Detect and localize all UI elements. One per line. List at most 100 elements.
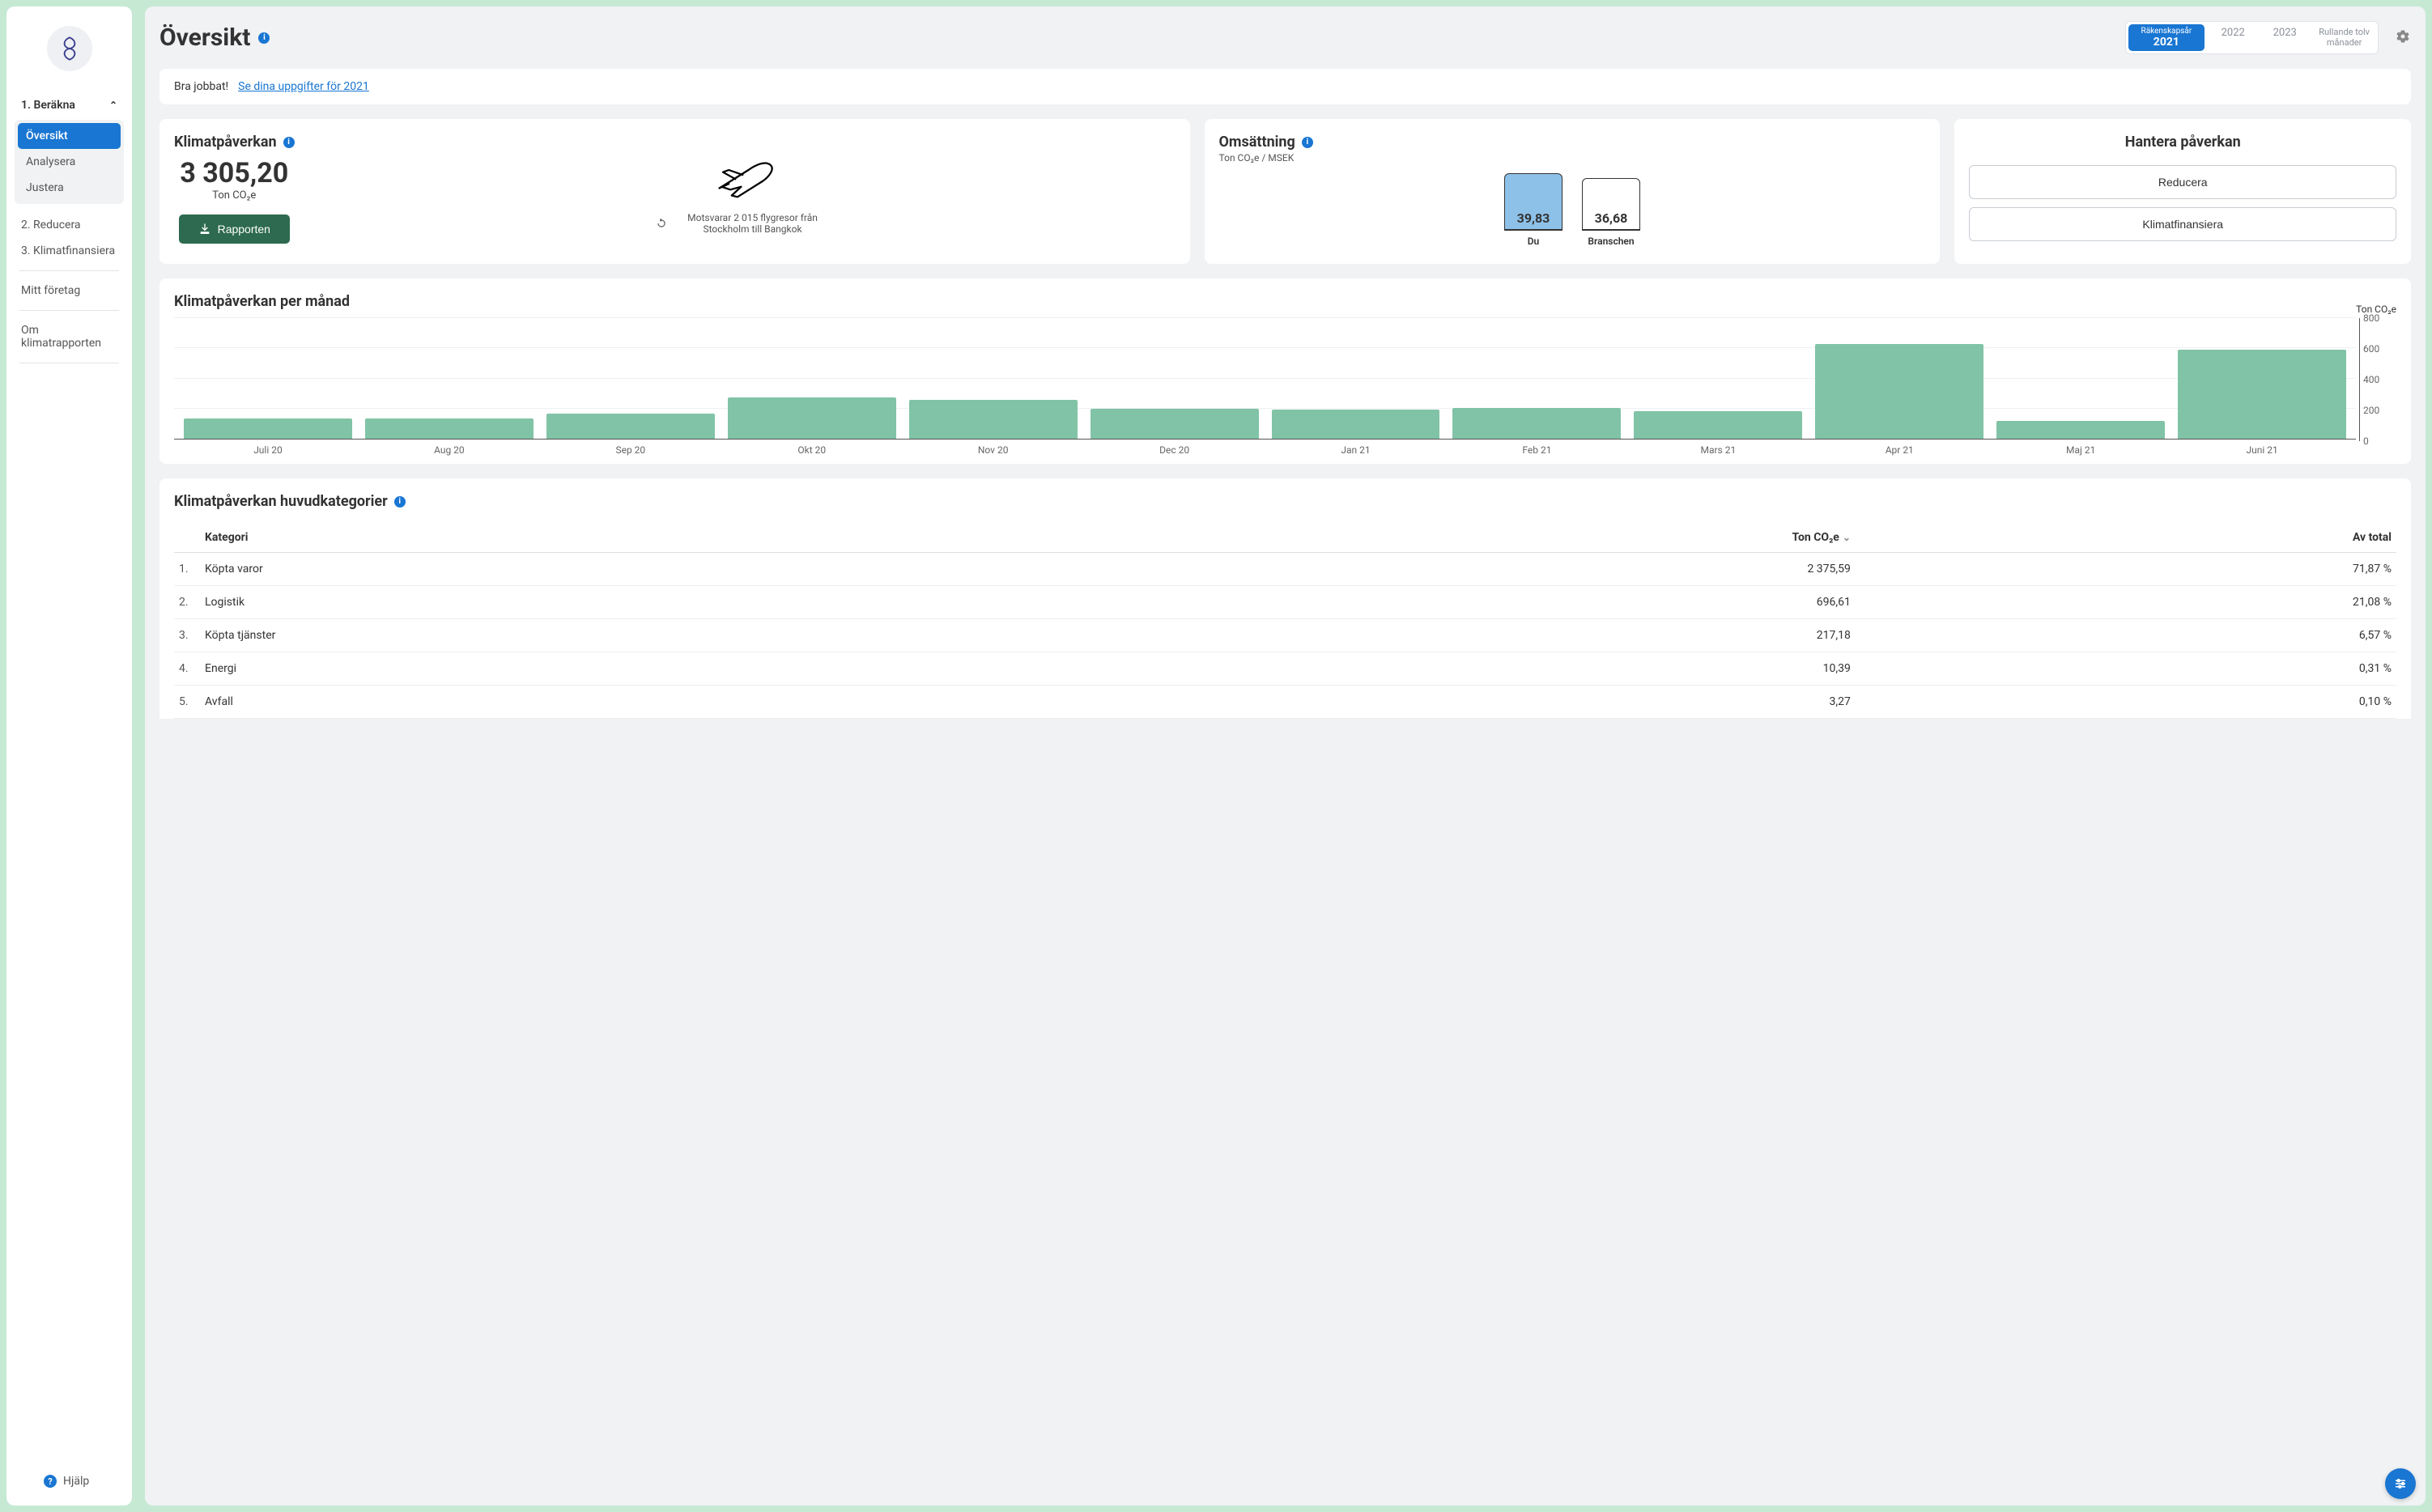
monthly-bar xyxy=(1452,408,1621,439)
oms-industry-value: 36,68 xyxy=(1595,210,1628,226)
table-row[interactable]: 2.Logistik696,6121,08 % xyxy=(174,586,2396,619)
row-name: Logistik xyxy=(200,586,1095,619)
monthly-bar xyxy=(184,418,352,439)
klimat-card: Klimatpåverkan i 3 305,20 Ton CO₂e Rappo… xyxy=(159,119,1190,264)
row-name: Köpta tjänster xyxy=(200,619,1095,652)
refresh-icon xyxy=(656,218,667,229)
oms-title: Omsättning xyxy=(1219,134,1295,151)
info-icon[interactable]: i xyxy=(1302,137,1313,148)
monthly-bar xyxy=(728,397,896,439)
col-total[interactable]: Av total xyxy=(1856,523,2396,553)
monthly-bar-label: Juni 21 xyxy=(2178,444,2346,456)
download-icon xyxy=(198,223,211,236)
chevron-up-icon: ⌃ xyxy=(109,100,117,111)
oms-you-label: Du xyxy=(1504,236,1563,247)
year-tab-2023[interactable]: 2023 xyxy=(2259,22,2311,53)
row-ton: 2 375,59 xyxy=(1095,553,1856,586)
row-ton: 10,39 xyxy=(1095,652,1856,686)
main: Översikt i Räkenskapsår 2021 2022 2023 R… xyxy=(145,6,2426,1506)
row-pct: 0,10 % xyxy=(1856,686,2396,719)
col-ton[interactable]: Ton CO₂e⌄ xyxy=(1095,523,1856,553)
monthly-chart-card: Klimatpåverkan per månad Ton CO₂e 800 60… xyxy=(159,278,2411,464)
year-selector: Räkenskapsår 2021 2022 2023 Rullande tol… xyxy=(2125,21,2379,54)
table-row[interactable]: 4.Energi10,390,31 % xyxy=(174,652,2396,686)
chart-labels: Juli 20Aug 20Sep 20Okt 20Nov 20Dec 20Jan… xyxy=(174,440,2356,456)
table-row[interactable]: 1.Köpta varor2 375,5971,87 % xyxy=(174,553,2396,586)
year-tab-2021[interactable]: Räkenskapsår 2021 xyxy=(2128,24,2205,51)
monthly-bar xyxy=(1091,409,1259,439)
oms-bar-industry: 36,68 xyxy=(1582,178,1640,230)
banner-prefix: Bra jobbat! xyxy=(174,80,228,93)
hantera-title: Hantera påverkan xyxy=(1969,134,2396,151)
nav-section-berakna[interactable]: 1. Beräkna ⌃ xyxy=(15,94,124,117)
monthly-bar-label: Feb 21 xyxy=(1452,444,1621,456)
info-icon[interactable]: i xyxy=(283,137,295,148)
airplane-icon xyxy=(708,149,781,206)
col-kategori[interactable]: Kategori xyxy=(200,523,1095,553)
rolling-line1: Rullande tolv xyxy=(2319,27,2370,37)
help-icon: ? xyxy=(44,1475,57,1488)
nav-klimatfinansiera[interactable]: 3. Klimatfinansiera xyxy=(15,238,124,264)
categories-table: Kategori Ton CO₂e⌄ Av total 1.Köpta varo… xyxy=(174,523,2396,719)
info-icon[interactable]: i xyxy=(258,32,270,44)
monthly-bar xyxy=(1996,421,2165,439)
table-row[interactable]: 5.Avfall3,270,10 % xyxy=(174,686,2396,719)
year-tab-2022[interactable]: 2022 xyxy=(2207,22,2259,53)
monthly-bar-label: Mars 21 xyxy=(1634,444,1802,456)
klimat-unit: Ton CO₂e xyxy=(174,189,295,202)
nav-reducera[interactable]: 2. Reducera xyxy=(15,212,124,238)
download-report-button[interactable]: Rapporten xyxy=(179,214,290,244)
logo xyxy=(47,26,92,71)
reducera-button[interactable]: Reducera xyxy=(1969,165,2396,199)
oms-bar-you: 39,83 xyxy=(1504,173,1563,230)
help-link[interactable]: ? Hjälp xyxy=(15,1470,124,1493)
oms-industry-label: Branschen xyxy=(1582,236,1640,247)
info-icon[interactable]: i xyxy=(394,496,406,508)
banner: Bra jobbat! Se dina uppgifter för 2021 xyxy=(159,69,2411,104)
monthly-bar-label: Maj 21 xyxy=(1996,444,2165,456)
row-ton: 696,61 xyxy=(1095,586,1856,619)
monthly-title: Klimatpåverkan per månad xyxy=(174,293,2396,310)
nav-om-rapport[interactable]: Om klimatrapporten xyxy=(15,317,124,356)
row-idx: 4. xyxy=(174,652,200,686)
nav-analysera[interactable]: Analysera xyxy=(18,149,121,175)
hantera-card: Hantera påverkan Reducera Klimatfinansie… xyxy=(1954,119,2411,264)
equiv-text: Motsvarar 2 015 flygresor från Stockholm… xyxy=(672,212,834,235)
oms-subtitle: Ton CO₂e / MSEK xyxy=(1219,152,1926,164)
nav-justera[interactable]: Justera xyxy=(18,175,121,201)
monthly-bar xyxy=(2178,350,2346,439)
monthly-bar-label: Nov 20 xyxy=(909,444,1078,456)
monthly-bar xyxy=(909,400,1078,439)
row-name: Avfall xyxy=(200,686,1095,719)
rolling-line2: månader xyxy=(2319,37,2370,48)
nav-mitt-foretag[interactable]: Mitt företag xyxy=(15,278,124,304)
row-idx: 2. xyxy=(174,586,200,619)
sidebar: 1. Beräkna ⌃ Översikt Analysera Justera … xyxy=(6,6,132,1506)
row-name: Energi xyxy=(200,652,1095,686)
monthly-bar-label: Dec 20 xyxy=(1091,444,1259,456)
banner-link[interactable]: Se dina uppgifter för 2021 xyxy=(238,80,369,93)
row-ton: 3,27 xyxy=(1095,686,1856,719)
logo-icon xyxy=(56,35,83,62)
klimat-title: Klimatpåverkan xyxy=(174,134,277,151)
omsattning-card: Omsättning i Ton CO₂e / MSEK 39,83 Du 3 xyxy=(1205,119,1941,264)
monthly-bar xyxy=(546,414,715,439)
monthly-bar-label: Jan 21 xyxy=(1272,444,1440,456)
y-tick: 200 xyxy=(2363,405,2379,416)
table-row[interactable]: 3.Köpta tjänster217,186,57 % xyxy=(174,619,2396,652)
row-idx: 5. xyxy=(174,686,200,719)
filter-fab[interactable] xyxy=(2385,1468,2416,1499)
monthly-bar-label: Okt 20 xyxy=(728,444,896,456)
help-label: Hjälp xyxy=(63,1475,89,1488)
year-tab-label: Räkenskapsår xyxy=(2141,27,2192,36)
row-pct: 0,31 % xyxy=(1856,652,2396,686)
klimatfinansiera-button[interactable]: Klimatfinansiera xyxy=(1969,207,2396,241)
settings-icon[interactable] xyxy=(2395,28,2411,48)
row-idx: 3. xyxy=(174,619,200,652)
y-tick: 400 xyxy=(2363,374,2379,385)
nav-oversikt[interactable]: Översikt xyxy=(18,123,121,149)
nav-section-label: 1. Beräkna xyxy=(21,99,75,112)
year-tab-rolling[interactable]: Rullande tolv månader xyxy=(2311,22,2378,53)
oms-you-value: 39,83 xyxy=(1517,210,1550,226)
row-ton: 217,18 xyxy=(1095,619,1856,652)
